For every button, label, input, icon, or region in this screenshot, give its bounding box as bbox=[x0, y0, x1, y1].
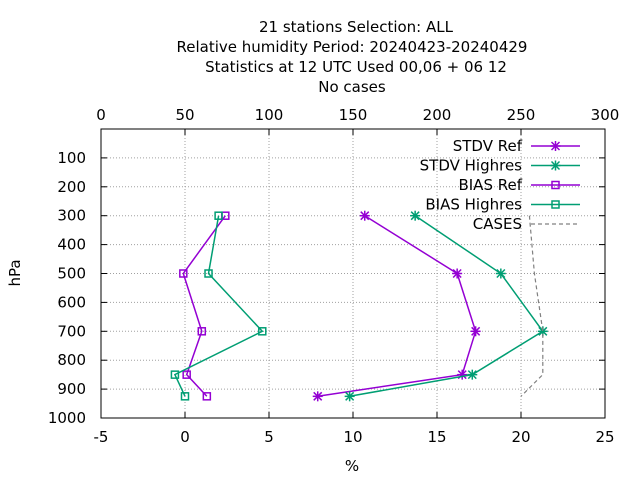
y-tick-label: 300 bbox=[57, 207, 86, 225]
legend-marker-bias-highres bbox=[551, 200, 560, 209]
x-tick-label: -5 bbox=[94, 428, 109, 446]
data-point-stdv-ref bbox=[359, 210, 370, 221]
data-point-stdv-highres bbox=[344, 391, 355, 402]
data-point-stdv-highres bbox=[410, 210, 421, 221]
y-tick-label: 500 bbox=[57, 265, 86, 283]
data-point-stdv-ref bbox=[452, 268, 463, 279]
x-tick-label: 0 bbox=[180, 428, 190, 446]
top-x-tick-label: 0 bbox=[96, 106, 106, 124]
y-tick-label: 1000 bbox=[48, 409, 86, 427]
top-x-tick-label: 250 bbox=[507, 106, 536, 124]
data-point-bias-highres bbox=[170, 370, 180, 379]
title-line-1: 21 stations Selection: ALL bbox=[259, 18, 454, 36]
data-point-stdv-ref bbox=[312, 391, 323, 402]
legend-marker-bias-ref bbox=[551, 180, 560, 190]
grid bbox=[101, 129, 605, 418]
data-point-bias-highres bbox=[180, 392, 190, 401]
y-tick-label: 600 bbox=[57, 293, 86, 311]
legend-label-stdv-ref: STDV Ref bbox=[453, 137, 523, 155]
title-line-2: Relative humidity Period: 20240423-20240… bbox=[177, 38, 528, 56]
data-point-stdv-highres bbox=[495, 268, 506, 279]
top-x-tick-label: 200 bbox=[423, 106, 452, 124]
data-point-bias-highres bbox=[204, 269, 213, 278]
data-point-bias-ref bbox=[179, 269, 188, 278]
top-x-tick-label: 100 bbox=[255, 106, 284, 124]
series-line-stdv-highres bbox=[349, 215, 544, 398]
top-x-tick-label: 150 bbox=[339, 106, 368, 124]
y-tick-label: 900 bbox=[57, 380, 86, 398]
legend-label-bias-ref: BIAS Ref bbox=[458, 176, 522, 194]
top-x-tick-label: 300 bbox=[591, 106, 620, 124]
legend-label-bias-highres: BIAS Highres bbox=[425, 196, 522, 214]
series-line-cases bbox=[520, 215, 544, 397]
series-lines bbox=[170, 210, 548, 402]
series-line-bias-ref bbox=[182, 215, 226, 397]
y-tick-label: 100 bbox=[57, 149, 86, 167]
data-point-bias-highres bbox=[214, 211, 223, 220]
legend-marker-stdv-highres bbox=[550, 160, 561, 171]
x-tick-label: 20 bbox=[511, 428, 530, 446]
y-tick-label: 700 bbox=[57, 322, 86, 340]
data-point-bias-highres bbox=[258, 327, 267, 336]
data-point-stdv-ref bbox=[457, 369, 468, 380]
data-point-bias-ref bbox=[197, 327, 207, 336]
series-line-bias-highres bbox=[173, 215, 264, 397]
data-point-stdv-ref bbox=[470, 326, 481, 337]
x-tick-label: 25 bbox=[595, 428, 614, 446]
y-tick-label: 200 bbox=[57, 178, 86, 196]
y-tick-label: 400 bbox=[57, 236, 86, 254]
chart-title: 21 stations Selection: ALL Relative humi… bbox=[177, 18, 528, 96]
y-tick-label: 800 bbox=[57, 351, 86, 369]
x-tick-label: 5 bbox=[264, 428, 274, 446]
x-tick-label: 15 bbox=[427, 428, 446, 446]
x-tick-label: 10 bbox=[343, 428, 362, 446]
data-point-bias-ref bbox=[182, 370, 191, 379]
axis-ticks: -5 0 5 10 15 20 250 50 100 150 200 250 3001002003004… bbox=[48, 106, 620, 446]
legend-label-stdv-highres: STDV Highres bbox=[420, 157, 523, 175]
y-axis-label: hPa bbox=[6, 259, 24, 286]
title-line-4: No cases bbox=[318, 78, 386, 96]
title-line-3: Statistics at 12 UTC Used 00,06 + 06 12 bbox=[205, 58, 507, 76]
series-line-stdv-ref bbox=[317, 215, 477, 398]
legend-label-cases: CASES bbox=[473, 215, 522, 233]
top-x-tick-label: 50 bbox=[175, 106, 194, 124]
x-axis-label: % bbox=[345, 457, 359, 475]
data-point-bias-ref bbox=[202, 392, 212, 401]
data-point-stdv-highres bbox=[467, 369, 478, 380]
legend-marker-stdv-ref bbox=[550, 141, 561, 151]
